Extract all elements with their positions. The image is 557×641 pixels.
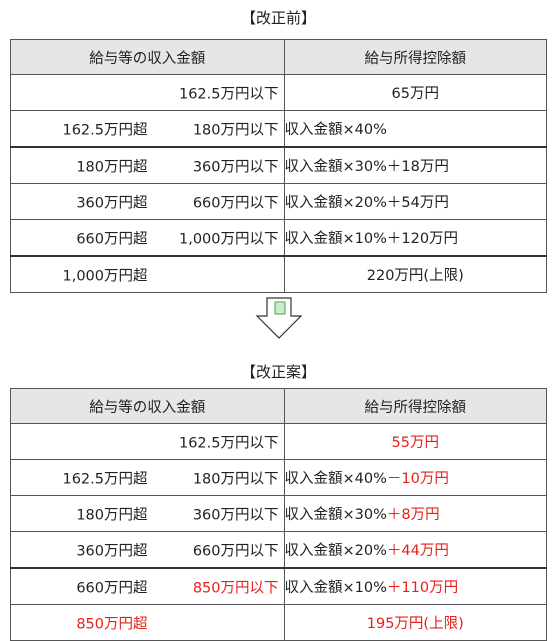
table-row: 360万円超 660万円以下 収入金額×20%＋44万円 — [10, 531, 547, 569]
deduction-cell: 195万円(上限) — [283, 604, 547, 641]
deduction-cell: 収入金額×10%＋120万円 — [283, 219, 547, 257]
income-to: 180万円以下 — [192, 471, 279, 487]
income-to: 162.5万円以下 — [178, 86, 279, 102]
down-arrow-icon — [255, 297, 303, 339]
income-cell: 360万円超 660万円以下 — [10, 183, 285, 220]
deduction-change: ＋110万円 — [386, 580, 459, 596]
deduction-change: ＋44万円 — [386, 543, 449, 559]
table-row: 162.5万円以下 55万円 — [10, 423, 547, 460]
income-cell: 162.5万円超 180万円以下 — [10, 459, 285, 496]
income-from: 1,000万円超 — [62, 268, 148, 284]
deduction-base: 収入金額×30% — [284, 507, 387, 523]
income-cell: 850万円超 — [10, 604, 285, 641]
income-from: 850万円超 — [76, 616, 148, 632]
income-cell: 180万円超 360万円以下 — [10, 146, 285, 184]
income-to: 180万円以下 — [192, 122, 279, 138]
deduction-cell: 収入金額×20%＋54万円 — [283, 183, 547, 220]
income-cell: 162.5万円以下 — [10, 74, 285, 111]
income-cell: 360万円超 660万円以下 — [10, 531, 285, 569]
income-cell: 162.5万円超 180万円以下 — [10, 110, 285, 148]
deduction-cell: 65万円 — [283, 74, 547, 111]
income-cell: 660万円超 1,000万円以下 — [10, 219, 285, 257]
header-row: 給与等の収入金額 給与所得控除額 — [10, 39, 547, 75]
header-row: 給与等の収入金額 給与所得控除額 — [10, 388, 547, 424]
table-before: 給与等の収入金額 給与所得控除額 162.5万円以下 65万円 162.5万円超… — [10, 39, 547, 293]
income-from: 162.5万円超 — [62, 471, 148, 487]
income-from: 180万円超 — [76, 159, 148, 175]
before-title: 【改正前】 — [240, 9, 316, 27]
income-header: 給与等の収入金額 — [10, 39, 285, 75]
deduction-header: 給与所得控除額 — [283, 39, 547, 75]
income-from: 162.5万円超 — [62, 122, 148, 138]
deduction-cell: 220万円(上限) — [283, 255, 547, 293]
deduction-cell: 収入金額×30%＋18万円 — [283, 146, 547, 184]
deduction-change: 55万円 — [391, 435, 439, 451]
income-to: 162.5万円以下 — [178, 435, 279, 451]
deduction-cell: 収入金額×10%＋110万円 — [283, 567, 547, 605]
income-to: 360万円以下 — [192, 159, 279, 175]
income-from: 180万円超 — [76, 507, 148, 523]
deduction-base: 収入金額×10% — [284, 580, 387, 596]
table-row: 162.5万円超 180万円以下 収入金額×40% — [10, 110, 547, 148]
table-row: 850万円超 195万円(上限) — [10, 604, 547, 641]
deduction-change: 195万円(上限) — [366, 616, 464, 632]
income-to: 850万円以下 — [192, 580, 279, 596]
table-row: 162.5万円以下 65万円 — [10, 74, 547, 111]
deduction-cell: 収入金額×40%－10万円 — [283, 459, 547, 496]
deduction-cell: 55万円 — [283, 423, 547, 460]
income-to: 660万円以下 — [192, 195, 279, 211]
table-row: 660万円超 850万円以下 収入金額×10%＋110万円 — [10, 567, 547, 605]
income-from: 660万円超 — [76, 580, 148, 596]
table-after: 給与等の収入金額 給与所得控除額 162.5万円以下 55万円 162.5万円超… — [10, 388, 547, 641]
table-row: 360万円超 660万円以下 収入金額×20%＋54万円 — [10, 183, 547, 220]
deduction-header: 給与所得控除額 — [283, 388, 547, 424]
table-row: 180万円超 360万円以下 収入金額×30%＋8万円 — [10, 495, 547, 532]
income-cell: 660万円超 850万円以下 — [10, 567, 285, 605]
deduction-cell: 収入金額×40% — [283, 110, 547, 148]
income-cell: 1,000万円超 — [10, 255, 285, 293]
income-cell: 162.5万円以下 — [10, 423, 285, 460]
deduction-base: 収入金額×20% — [284, 543, 387, 559]
deduction-change: ＋8万円 — [386, 507, 440, 523]
income-from: 660万円超 — [76, 231, 148, 247]
income-to: 1,000万円以下 — [178, 231, 279, 247]
deduction-cell: 収入金額×30%＋8万円 — [283, 495, 547, 532]
income-cell: 180万円超 360万円以下 — [10, 495, 285, 532]
table-row: 180万円超 360万円以下 収入金額×30%＋18万円 — [10, 146, 547, 184]
after-title: 【改正案】 — [240, 363, 316, 381]
deduction-change: －10万円 — [386, 471, 449, 487]
table-row: 1,000万円超 220万円(上限) — [10, 255, 547, 293]
income-from: 360万円超 — [76, 543, 148, 559]
deduction-base: 収入金額×40% — [284, 471, 387, 487]
table-row: 660万円超 1,000万円以下 収入金額×10%＋120万円 — [10, 219, 547, 257]
income-header: 給与等の収入金額 — [10, 388, 285, 424]
income-to: 360万円以下 — [192, 507, 279, 523]
income-to: 660万円以下 — [192, 543, 279, 559]
deduction-cell: 収入金額×20%＋44万円 — [283, 531, 547, 569]
income-from: 360万円超 — [76, 195, 148, 211]
table-row: 162.5万円超 180万円以下 収入金額×40%－10万円 — [10, 459, 547, 496]
